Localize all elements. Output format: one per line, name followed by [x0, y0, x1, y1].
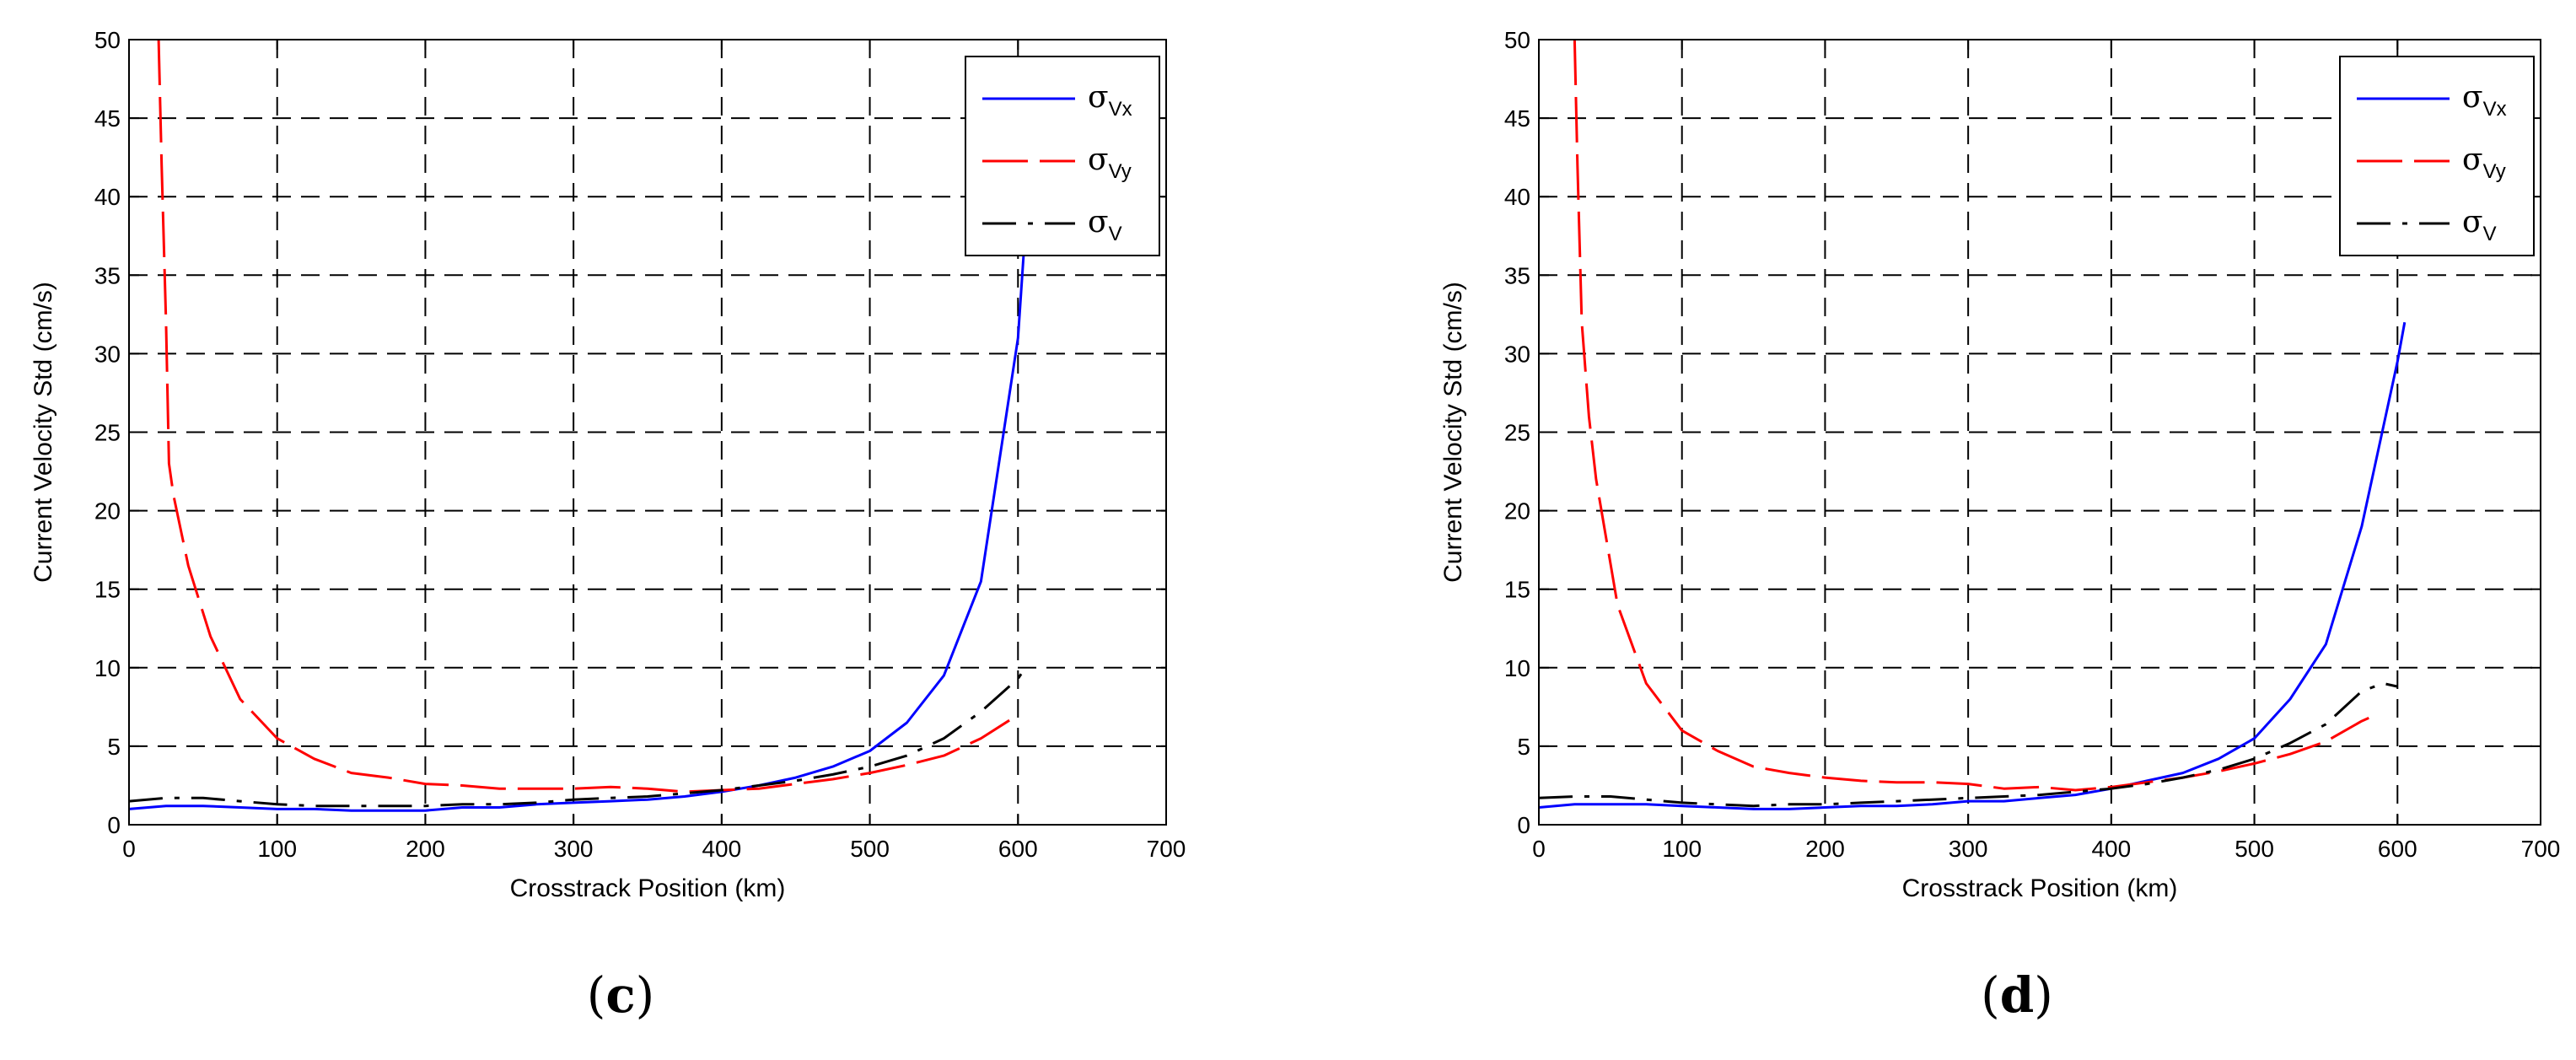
chart-c-xtick-label-300: 300	[554, 836, 594, 862]
chart-c-xtick-label-0: 0	[122, 836, 136, 862]
chart-d-xtick-label-300: 300	[1949, 836, 1988, 862]
chart-c-ytick-label-20: 20	[94, 498, 121, 525]
chart-d-ytick-label-10: 10	[1504, 655, 1530, 681]
chart-d-xtick-label-600: 600	[2378, 836, 2417, 862]
chart-c-legend-box	[965, 56, 1160, 256]
chart-c-ytick-label-25: 25	[94, 420, 121, 446]
chart-d-series-vy-line	[1573, 40, 2369, 792]
chart-c-xtick-label-600: 600	[998, 836, 1038, 862]
chart-c-legend-label-v: σV	[1088, 205, 1122, 245]
chart-d-ytick-label-15: 15	[1504, 577, 1530, 603]
chart-d-ytick-label-45: 45	[1504, 105, 1530, 132]
chart-c-ytick-label-35: 35	[94, 262, 121, 288]
chart-c: 0 100 200 300 400 500 600 700 0 5 10 15 20 25 30 35 40 45…	[30, 27, 1186, 1024]
chart-c-ytick-label-45: 45	[94, 105, 121, 132]
chart-d-series-group	[1539, 40, 2407, 810]
chart-d-ytick-label-40: 40	[1504, 184, 1530, 210]
chart-c-ytick-label-15: 15	[94, 577, 121, 603]
chart-c-xtick-label-100: 100	[257, 836, 297, 862]
chart-d-yaxis-label: Current Velocity Std (cm/s)	[1439, 282, 1467, 583]
chart-d-xtick-label-0: 0	[1532, 836, 1546, 862]
chart-c-xtick-label-500: 500	[850, 836, 890, 862]
chart-c-ytick-label-30: 30	[94, 341, 121, 367]
chart-d-ytick-label-20: 20	[1504, 498, 1530, 525]
chart-c-yaxis-label: Current Velocity Std (cm/s)	[30, 282, 57, 583]
chart-d-series-v-line	[1539, 681, 2398, 808]
chart-c-ytick-label-50: 50	[94, 27, 121, 53]
chart-d: 0 100 200 300 400 500 600 700 0 5 10 15 20 25 30 35 40 45…	[1439, 27, 2560, 1024]
chart-d-legend: σVx σVy σV	[2339, 56, 2535, 256]
chart-d-legend-label-v: σV	[2462, 205, 2497, 245]
chart-c-series-group	[129, 40, 1027, 812]
chart-d-xtick-label-100: 100	[1662, 836, 1702, 862]
chart-d-xtick-label-500: 500	[2235, 836, 2274, 862]
chart-c-legend-label-vy: σVy	[1088, 143, 1132, 183]
chart-d-ytick-label-0: 0	[1517, 812, 1530, 838]
chart-c-ytick-label-5: 5	[107, 734, 121, 760]
chart-c-series-v-line	[129, 666, 1027, 808]
chart-c-ytick-label-0: 0	[107, 812, 121, 838]
chart-d-legend-box	[2339, 56, 2535, 256]
chart-d-legend-label-vy: σVy	[2462, 143, 2506, 183]
chart-d-legend-label-vx: σVx	[2462, 80, 2507, 121]
chart-d-ytick-label-30: 30	[1504, 341, 1530, 367]
chart-d-series-vx-line	[1539, 321, 2407, 810]
chart-c-series-vx-line	[129, 228, 1027, 812]
chart-c-xaxis-label: Crosstrack Position (km)	[510, 874, 786, 902]
chart-d-ytick-label-35: 35	[1504, 262, 1530, 288]
chart-c-legend-label-vx: σVx	[1088, 80, 1132, 121]
chart-d-xtick-label-700: 700	[2521, 836, 2561, 862]
chart-c-panel-label: (c)	[587, 966, 655, 1024]
chart-c-legend: σVx σVy σV	[965, 56, 1160, 256]
chart-c-xtick-label-200: 200	[406, 836, 445, 862]
chart-c-xtick-label-400: 400	[702, 836, 741, 862]
chart-c-ytick-label-40: 40	[94, 184, 121, 210]
chart-d-xtick-label-200: 200	[1805, 836, 1845, 862]
chart-d-xaxis-label: Crosstrack Position (km)	[1902, 874, 2178, 902]
chart-c-xtick-label-700: 700	[1147, 836, 1186, 862]
chart-d-ytick-label-5: 5	[1517, 734, 1530, 760]
chart-d-xtick-label-400: 400	[2091, 836, 2131, 862]
chart-c-series-vy-line	[157, 40, 1019, 794]
chart-c-ytick-label-10: 10	[94, 655, 121, 681]
chart-d-ytick-label-50: 50	[1504, 27, 1530, 53]
chart-d-ytick-label-25: 25	[1504, 420, 1530, 446]
chart-d-panel-label: (d)	[1981, 966, 2053, 1024]
